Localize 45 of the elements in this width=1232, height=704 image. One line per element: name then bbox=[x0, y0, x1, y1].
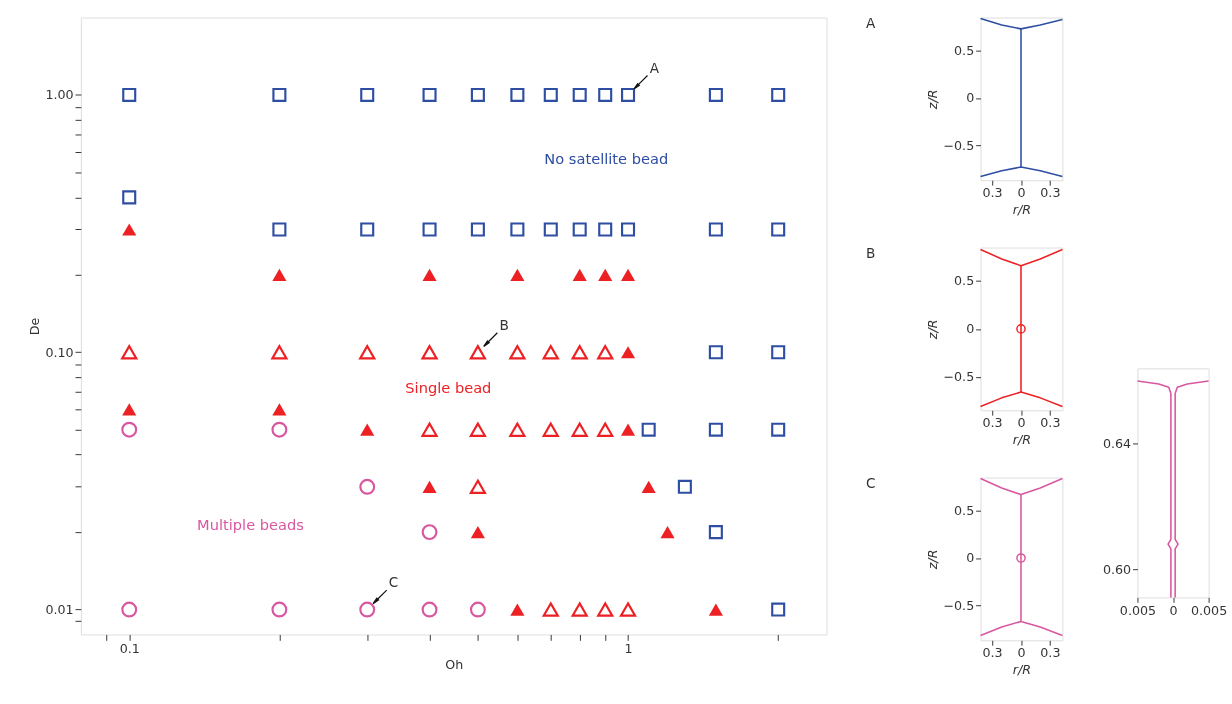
x-tick-label: 0.1 bbox=[119, 640, 140, 656]
annotation: A bbox=[649, 59, 660, 76]
y-tick-label: 1.00 bbox=[45, 87, 74, 103]
y-tick-label: 0.5 bbox=[954, 43, 975, 59]
x-axis-title: r/R bbox=[1012, 201, 1032, 217]
y-tick-label: 0.60 bbox=[1102, 561, 1132, 577]
x-tick-label: 0.3 bbox=[982, 645, 1003, 661]
x-tick-label: 0.3 bbox=[982, 415, 1003, 431]
chart-title: A bbox=[865, 15, 876, 32]
chart-title: C bbox=[865, 475, 876, 492]
x-axis-title: r/R bbox=[1012, 431, 1032, 447]
x-axis-title: r/R bbox=[1012, 661, 1032, 677]
y-tick-label: −0.5 bbox=[943, 369, 975, 385]
y-tick-label: 0 bbox=[966, 321, 975, 337]
annotation: No satellite bead bbox=[544, 149, 669, 167]
x-tick-label: 0.005 bbox=[1119, 602, 1157, 618]
y-tick-label: 0.5 bbox=[954, 503, 975, 519]
y-axis-title: z/R bbox=[924, 549, 940, 571]
y-tick-label: 0.5 bbox=[954, 273, 975, 289]
x-axis-title: Oh bbox=[445, 657, 464, 673]
y-tick-label: 0.10 bbox=[45, 344, 74, 360]
annotation: C bbox=[388, 574, 399, 591]
x-tick-label: 0.3 bbox=[1040, 415, 1061, 431]
y-tick-label: 0 bbox=[966, 550, 975, 566]
x-tick-label: 1 bbox=[624, 640, 633, 656]
x-tick-label: 0 bbox=[1169, 602, 1178, 618]
x-tick-label: 0.3 bbox=[982, 185, 1003, 201]
chart-title: B bbox=[865, 245, 876, 262]
x-tick-label: 0 bbox=[1017, 415, 1026, 431]
y-tick-label: −0.5 bbox=[943, 597, 975, 613]
y-axis-title: De bbox=[26, 317, 42, 336]
annotation: B bbox=[499, 316, 509, 333]
x-tick-label: 0.005 bbox=[1190, 602, 1228, 618]
y-tick-label: 0.64 bbox=[1102, 436, 1132, 452]
y-tick-label: 0 bbox=[966, 90, 975, 106]
y-tick-label: 0.01 bbox=[45, 601, 74, 617]
x-tick-label: 0 bbox=[1017, 645, 1026, 661]
x-tick-label: 0 bbox=[1017, 185, 1026, 201]
y-tick-label: −0.5 bbox=[943, 137, 975, 153]
y-axis-title: z/R bbox=[924, 89, 940, 111]
annotation: Multiple beads bbox=[197, 516, 304, 534]
x-tick-label: 0.3 bbox=[1040, 185, 1061, 201]
x-tick-label: 0.3 bbox=[1040, 645, 1061, 661]
y-axis-title: z/R bbox=[924, 319, 940, 341]
annotation: Single bead bbox=[405, 378, 492, 396]
